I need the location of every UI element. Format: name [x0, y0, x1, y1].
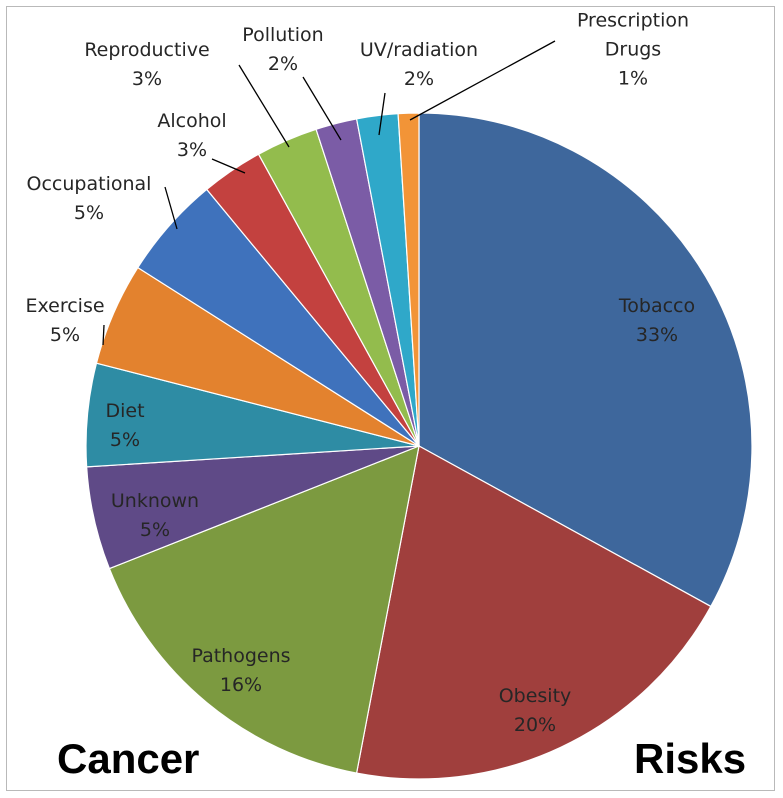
slice-value-label: 5% — [140, 519, 170, 541]
leader-line — [239, 65, 289, 147]
slice-value-label: 2% — [268, 53, 298, 75]
leader-line — [165, 187, 177, 229]
slices-layer — [86, 113, 752, 779]
slice-value-label: 1% — [618, 68, 648, 90]
slice-name-label: Exercise — [25, 295, 104, 317]
slice-value-label: 3% — [132, 68, 162, 90]
pie-chart: Tobacco 33% Obesity 20% Pathogens 16% Unknown 5… — [7, 7, 776, 792]
slice-value-label: 16% — [220, 674, 262, 696]
slice-name-label: Alcohol — [157, 110, 226, 132]
slice-name-label: Occupational — [27, 173, 152, 195]
slice-name-label: Reproductive — [84, 39, 209, 61]
slice-value-label: 33% — [636, 324, 678, 346]
slice-name-label: Diet — [105, 400, 144, 422]
slice-value-label: 5% — [74, 202, 104, 224]
slice-name-label: Drugs — [605, 39, 661, 61]
slice-value-label: 5% — [110, 429, 140, 451]
slice-value-label: 3% — [177, 139, 207, 161]
chart-frame: Tobacco 33% Obesity 20% Pathogens 16% Unknown 5… — [6, 6, 775, 791]
slice-name-label: Tobacco — [618, 295, 695, 317]
chart-title-right: Risks — [634, 735, 746, 783]
slice-name-label: Unknown — [111, 490, 199, 512]
slice-name-label: Prescription — [577, 10, 689, 32]
slice-name-label: Obesity — [499, 685, 572, 707]
slice-value-label: 20% — [514, 714, 556, 736]
slice-name-label: UV/radiation — [360, 39, 478, 61]
slice-value-label: 5% — [50, 324, 80, 346]
chart-title-left: Cancer — [57, 735, 199, 783]
slice-name-label: Pathogens — [191, 645, 290, 667]
slice-name-label: Pollution — [242, 24, 323, 46]
slice-value-label: 2% — [404, 68, 434, 90]
